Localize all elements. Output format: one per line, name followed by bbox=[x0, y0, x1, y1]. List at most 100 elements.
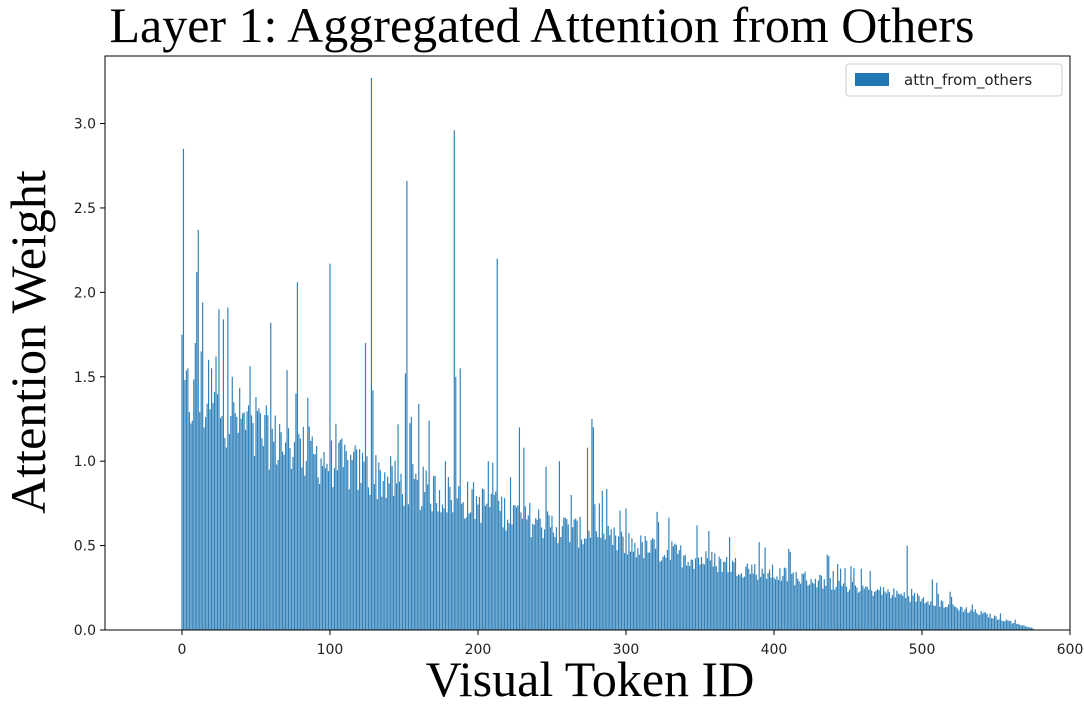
bar bbox=[382, 481, 384, 630]
bar bbox=[314, 454, 316, 630]
bar bbox=[789, 551, 791, 630]
bar bbox=[484, 505, 486, 630]
bar bbox=[279, 424, 281, 630]
bar bbox=[316, 446, 318, 630]
bar bbox=[506, 519, 509, 630]
bar bbox=[570, 494, 572, 630]
bars-group bbox=[181, 77, 1034, 630]
bar bbox=[609, 535, 611, 630]
bar bbox=[188, 412, 190, 630]
bar bbox=[390, 456, 392, 630]
bar bbox=[320, 458, 322, 630]
bar bbox=[467, 481, 469, 630]
bar bbox=[872, 595, 874, 630]
bar bbox=[296, 282, 298, 630]
bar bbox=[240, 418, 242, 630]
bar bbox=[847, 591, 849, 630]
bar bbox=[1026, 626, 1028, 630]
bar bbox=[569, 542, 571, 630]
bar bbox=[369, 494, 371, 630]
bar bbox=[936, 582, 938, 630]
bar bbox=[367, 487, 370, 630]
bar bbox=[768, 569, 771, 630]
bar bbox=[937, 593, 939, 630]
bar bbox=[940, 600, 942, 630]
bar bbox=[440, 512, 442, 630]
bar bbox=[529, 502, 531, 630]
chart-title: Layer 1: Aggregated Attention from Other… bbox=[109, 0, 975, 53]
bar bbox=[912, 595, 914, 630]
bar bbox=[680, 545, 682, 630]
bar bbox=[763, 573, 765, 630]
bar bbox=[993, 615, 996, 630]
bar bbox=[205, 417, 207, 630]
bar bbox=[333, 468, 335, 630]
bar bbox=[1004, 621, 1006, 630]
legend-box bbox=[845, 63, 1063, 97]
bar bbox=[585, 538, 587, 630]
bar bbox=[464, 518, 466, 630]
bar bbox=[539, 518, 541, 630]
bar bbox=[384, 472, 386, 630]
bar bbox=[868, 589, 870, 630]
bar bbox=[339, 439, 341, 630]
bar bbox=[640, 535, 642, 630]
bar bbox=[526, 519, 528, 630]
bar bbox=[536, 519, 538, 630]
bar bbox=[721, 571, 723, 630]
bar bbox=[894, 597, 896, 630]
bar bbox=[603, 533, 605, 630]
bar bbox=[893, 588, 895, 630]
bar bbox=[620, 531, 623, 630]
bar bbox=[398, 481, 401, 630]
bar bbox=[711, 551, 713, 630]
bar bbox=[835, 586, 837, 630]
bar bbox=[1014, 619, 1016, 630]
bar bbox=[1007, 620, 1009, 630]
bar bbox=[803, 574, 805, 630]
bar bbox=[629, 551, 632, 630]
bar bbox=[733, 562, 735, 630]
bar bbox=[1017, 623, 1019, 630]
bar bbox=[357, 489, 359, 630]
bar bbox=[284, 442, 287, 630]
bar bbox=[583, 538, 586, 630]
bar bbox=[706, 558, 708, 630]
bar bbox=[1030, 627, 1033, 630]
bar bbox=[477, 504, 479, 630]
bar bbox=[899, 594, 901, 630]
bar bbox=[958, 610, 960, 630]
bar bbox=[543, 529, 546, 630]
bar bbox=[566, 519, 568, 630]
bar bbox=[709, 560, 711, 630]
bar bbox=[933, 605, 935, 630]
bar bbox=[499, 510, 501, 630]
bar bbox=[504, 498, 506, 630]
bar bbox=[786, 581, 788, 630]
bar bbox=[233, 402, 235, 630]
bar bbox=[267, 415, 269, 630]
bar bbox=[561, 526, 563, 630]
bar bbox=[216, 394, 219, 630]
bar bbox=[478, 496, 481, 630]
legend-label: attn_from_others bbox=[904, 71, 1032, 90]
bar bbox=[731, 560, 734, 630]
bar bbox=[209, 409, 211, 630]
bar bbox=[829, 578, 831, 630]
bar bbox=[801, 573, 803, 630]
bar bbox=[973, 611, 975, 630]
bar bbox=[930, 601, 932, 630]
bar bbox=[356, 449, 358, 630]
bar bbox=[767, 573, 769, 630]
bar bbox=[302, 426, 304, 630]
bar bbox=[782, 575, 784, 630]
bar bbox=[834, 589, 836, 630]
bar bbox=[421, 506, 423, 630]
bar bbox=[819, 574, 821, 630]
bar bbox=[939, 606, 941, 630]
bar bbox=[737, 574, 740, 630]
bar bbox=[736, 576, 738, 630]
bar bbox=[905, 598, 907, 630]
bar bbox=[361, 452, 364, 630]
bar bbox=[354, 445, 356, 630]
